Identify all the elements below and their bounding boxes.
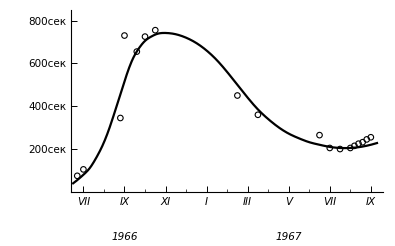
Text: 1967: 1967	[275, 232, 302, 242]
Point	[351, 144, 357, 148]
Point	[368, 135, 374, 139]
Point	[121, 33, 128, 37]
Point	[316, 133, 323, 137]
Point	[363, 138, 370, 141]
Point	[152, 28, 158, 32]
Point	[234, 93, 241, 97]
Point	[255, 113, 261, 117]
Point	[142, 35, 148, 39]
Point	[74, 174, 81, 178]
Point	[337, 147, 343, 151]
Point	[359, 140, 366, 144]
Point	[347, 146, 354, 150]
Point	[80, 168, 87, 171]
Text: 1966: 1966	[111, 232, 138, 242]
Point	[356, 142, 362, 146]
Point	[134, 50, 140, 54]
Point	[117, 116, 124, 120]
Point	[327, 146, 333, 150]
